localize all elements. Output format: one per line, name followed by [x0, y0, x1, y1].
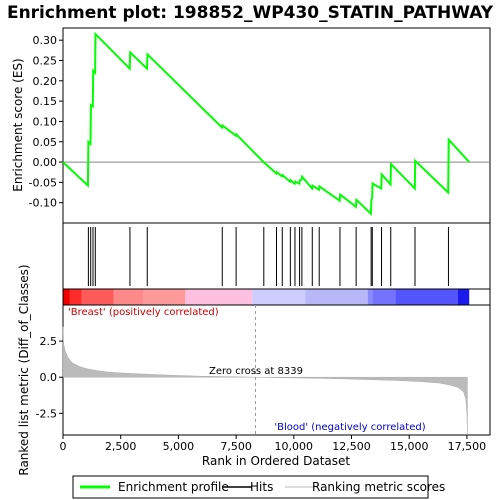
- negative-class-label: 'Blood' (negatively correlated): [274, 422, 425, 433]
- legend-label: Enrichment profile: [118, 480, 229, 494]
- x-tick-label: 10,000: [275, 440, 314, 453]
- ranking-metric-area: [62, 326, 468, 436]
- chart-title: Enrichment plot: 198852_WP430_STATIN_PAT…: [7, 3, 494, 23]
- colorbar-segment: [372, 289, 396, 305]
- x-axis-title: Rank in Ordered Dataset: [202, 454, 350, 468]
- x-tick-label: 0: [60, 440, 67, 453]
- hit-marks: [87, 227, 449, 286]
- x-tick-label: 17,500: [448, 440, 487, 453]
- colorbar-segment: [185, 289, 253, 305]
- hits-panel: [62, 222, 491, 290]
- metric-tick-label: 0.0: [40, 371, 58, 384]
- metric-axis: 2.5 0.0 -2.5: [36, 335, 63, 420]
- x-tick-label: 5,000: [163, 440, 195, 453]
- es-tick-label: 0.00: [33, 156, 58, 169]
- x-tick-label: 2,500: [105, 440, 137, 453]
- x-tick-label: 12,500: [332, 440, 371, 453]
- x-axis: 0 2,500 5,000 7,500 10,000 12,500 15,000 17,500: [60, 435, 487, 453]
- x-tick-label: 15,000: [390, 440, 429, 453]
- es-tick-label: 0.25: [33, 55, 58, 68]
- metric-tick-label: -2.5: [36, 407, 57, 420]
- legend-items: Enrichment profile Hits Ranking metric sco…: [80, 480, 445, 494]
- colorbar-segment: [63, 289, 70, 305]
- es-panel: 0.30 0.25 0.20 0.15 0.10 0.05 0.00 -0.05 -0.10 E…: [11, 27, 491, 224]
- colorbar-segment: [113, 289, 144, 305]
- colorbar-segment: [81, 289, 114, 305]
- es-axis-title: Enrichment score (ES): [11, 58, 25, 191]
- colorbar-segment: [367, 289, 373, 305]
- x-tick-label: 7,500: [220, 440, 252, 453]
- es-tick-label: 0.20: [33, 75, 58, 88]
- legend-label: Hits: [250, 480, 273, 494]
- legend-label: Ranking metric scores: [312, 480, 445, 494]
- zero-cross-label: Zero cross at 8339: [209, 366, 303, 377]
- colorbar-segment: [69, 289, 82, 305]
- es-tick-label: 0.30: [33, 34, 58, 47]
- metric-tick-label: 2.5: [40, 335, 58, 348]
- es-tick-label: -0.05: [29, 176, 57, 189]
- es-tick-label: -0.10: [29, 197, 57, 210]
- colorbar-segment: [143, 289, 186, 305]
- es-panel-frame: [62, 27, 491, 224]
- colorbar-segment: [305, 289, 368, 305]
- ranking-colorbar: [63, 289, 470, 305]
- es-tick-label: 0.10: [33, 115, 58, 128]
- metric-panel: 2.5 0.0 -2.5 'Breast' (positively correlat…: [17, 264, 491, 476]
- es-tick-label: 0.05: [33, 136, 58, 149]
- legend: Enrichment profile Hits Ranking metric sco…: [72, 475, 445, 499]
- enrichment-profile-line: [62, 31, 470, 216]
- es-axis: 0.30 0.25 0.20 0.15 0.10 0.05 0.00 -0.05 -0.10: [29, 34, 63, 210]
- colorbar-segment: [252, 289, 306, 305]
- colorbar-segment: [457, 289, 470, 305]
- metric-axis-title: Ranked list metric (Diff_of_Classes): [17, 264, 31, 475]
- colorbar-segment: [395, 289, 458, 305]
- positive-class-label: 'Breast' (positively correlated): [68, 307, 219, 318]
- es-tick-label: 0.15: [33, 95, 58, 108]
